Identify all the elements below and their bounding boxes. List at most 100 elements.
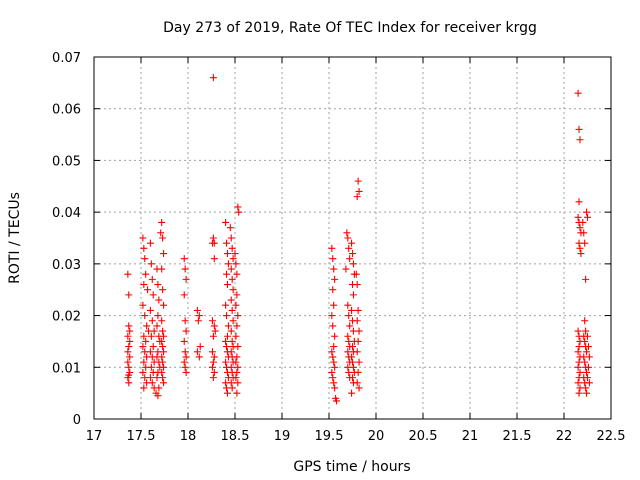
data-point bbox=[159, 374, 167, 382]
y-tick-label: 0.02 bbox=[52, 310, 81, 325]
data-point bbox=[196, 343, 204, 351]
x-tick-label: 19 bbox=[274, 429, 291, 444]
data-point bbox=[330, 343, 338, 351]
data-point bbox=[353, 281, 361, 289]
x-tick-label: 17.5 bbox=[127, 429, 156, 444]
data-point bbox=[153, 322, 161, 330]
data-point bbox=[227, 348, 235, 356]
data-point bbox=[182, 368, 190, 376]
data-point bbox=[348, 239, 356, 247]
y-tick-label: 0 bbox=[73, 413, 81, 428]
data-point bbox=[160, 332, 168, 340]
data-point bbox=[223, 239, 231, 247]
data-point bbox=[180, 291, 188, 299]
data-point bbox=[228, 337, 236, 345]
data-point bbox=[223, 332, 231, 340]
data-point bbox=[182, 275, 190, 283]
data-point bbox=[227, 327, 235, 335]
data-point bbox=[329, 353, 337, 361]
data-point bbox=[157, 229, 165, 237]
x-axis-label: GPS time / hours bbox=[293, 459, 410, 475]
data-point bbox=[349, 374, 356, 382]
data-point bbox=[333, 397, 341, 405]
data-point bbox=[140, 281, 148, 289]
data-point bbox=[348, 353, 356, 361]
data-point bbox=[581, 337, 589, 345]
data-point bbox=[158, 218, 166, 226]
data-point bbox=[124, 358, 132, 366]
axis-ticks bbox=[93, 56, 612, 420]
data-point bbox=[211, 327, 219, 335]
data-point bbox=[346, 255, 354, 263]
data-point bbox=[576, 244, 584, 252]
data-point bbox=[344, 332, 352, 340]
data-point bbox=[583, 389, 591, 397]
data-point bbox=[141, 312, 149, 320]
data-point bbox=[234, 312, 242, 320]
data-point bbox=[147, 260, 155, 268]
data-point bbox=[353, 348, 361, 356]
data-point bbox=[349, 363, 357, 371]
data-point bbox=[577, 250, 585, 258]
data-point bbox=[182, 327, 190, 335]
data-point bbox=[148, 275, 156, 283]
data-point bbox=[354, 337, 362, 345]
data-point bbox=[584, 213, 591, 221]
data-point bbox=[155, 296, 163, 304]
data-point bbox=[579, 218, 587, 226]
x-tick-label: 19.5 bbox=[315, 429, 344, 444]
data-point bbox=[139, 368, 147, 376]
x-tick-label: 18.5 bbox=[221, 429, 250, 444]
y-tick-labels: 0 0.01 0.02 0.03 0.04 0.05 0.06 0.07 bbox=[52, 51, 81, 428]
data-point bbox=[349, 343, 356, 351]
data-point bbox=[125, 343, 133, 351]
data-point bbox=[160, 363, 168, 371]
data-point bbox=[233, 368, 241, 376]
plot-frame bbox=[93, 56, 612, 420]
y-tick-label: 0.04 bbox=[52, 206, 81, 221]
data-point bbox=[223, 312, 231, 320]
data-point bbox=[235, 208, 243, 216]
x-tick-label: 20 bbox=[368, 429, 385, 444]
data-point bbox=[329, 374, 337, 382]
data-point bbox=[227, 265, 235, 273]
data-point bbox=[329, 286, 337, 294]
data-point bbox=[148, 317, 156, 325]
data-point bbox=[330, 358, 338, 366]
data-point bbox=[194, 317, 202, 325]
data-point bbox=[354, 306, 362, 314]
data-point bbox=[581, 358, 589, 366]
data-point bbox=[223, 250, 231, 258]
data-point bbox=[158, 265, 166, 273]
data-point bbox=[193, 348, 201, 356]
data-point bbox=[159, 343, 167, 351]
data-point bbox=[575, 125, 583, 133]
data-point bbox=[348, 306, 356, 314]
data-point bbox=[195, 312, 203, 320]
data-point bbox=[209, 234, 217, 242]
data-point bbox=[585, 379, 593, 387]
data-point bbox=[180, 255, 188, 263]
data-point bbox=[232, 358, 240, 366]
x-tick-label: 18 bbox=[180, 429, 197, 444]
data-point bbox=[181, 317, 189, 325]
x-tick-label: 22 bbox=[556, 429, 573, 444]
data-point bbox=[234, 379, 242, 387]
y-tick-label: 0.07 bbox=[52, 51, 81, 66]
data-point bbox=[328, 244, 336, 252]
data-point bbox=[345, 244, 353, 252]
data-point bbox=[222, 218, 230, 226]
data-point bbox=[210, 322, 218, 330]
data-point bbox=[209, 332, 217, 340]
data-point bbox=[584, 332, 591, 340]
data-point bbox=[576, 224, 584, 232]
data-point bbox=[353, 317, 361, 325]
data-point bbox=[584, 343, 592, 351]
data-point bbox=[355, 327, 363, 335]
data-points bbox=[124, 74, 593, 405]
data-point bbox=[146, 306, 154, 314]
data-point bbox=[576, 368, 584, 376]
data-point bbox=[140, 244, 148, 252]
data-point bbox=[585, 353, 593, 361]
data-point bbox=[345, 312, 353, 320]
